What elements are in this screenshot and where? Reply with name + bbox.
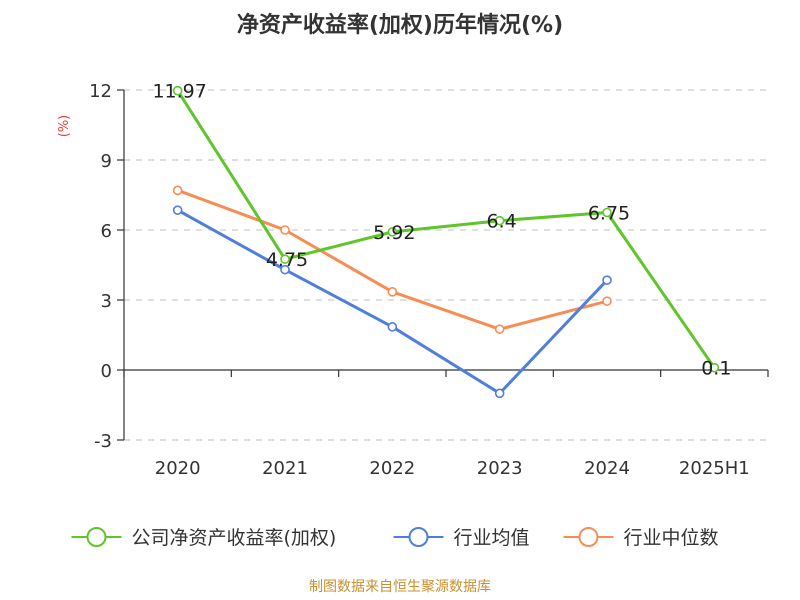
data-point	[602, 207, 612, 218]
y-tick-label: 3	[101, 291, 112, 312]
source-note: 制图数据来自恒生聚源数据库	[309, 579, 491, 595]
legend-marker	[86, 527, 107, 547]
data-point	[280, 254, 290, 264]
axes: -3 0 3 6 9 12 2020 2021 2022 2023 2024 2025H1	[89, 81, 769, 479]
legend-marker	[578, 527, 599, 547]
data-label: 5.92	[373, 222, 415, 244]
data-label: 11.97	[152, 81, 206, 103]
data-point	[387, 227, 398, 237]
data-point	[387, 322, 398, 332]
x-tick-label: 2024	[584, 458, 630, 479]
data-point	[280, 225, 290, 235]
data-point	[172, 205, 183, 215]
x-tick-label: 2022	[369, 458, 415, 479]
y-tick-label: -3	[94, 431, 112, 452]
series-line	[177, 188, 608, 331]
y-tick-label: 6	[101, 221, 112, 242]
x-tick-label: 2023	[477, 458, 523, 479]
grid-lines	[124, 89, 768, 441]
data-point	[172, 185, 183, 196]
legend-label: 行业均值	[454, 527, 530, 549]
data-point	[494, 215, 505, 226]
y-tick-label: 9	[101, 151, 112, 172]
data-point	[709, 362, 720, 373]
legend-marker	[408, 527, 429, 547]
legend-label: 行业中位数	[624, 527, 719, 549]
data-label: 0.1	[701, 358, 731, 380]
x-tick-label: 2021	[262, 458, 308, 479]
y-tick-label: 0	[101, 361, 112, 382]
data-point	[280, 264, 290, 275]
data-label: 6.4	[487, 211, 517, 233]
data-point	[494, 324, 505, 334]
data-point	[494, 388, 505, 399]
y-axis-unit: (%)	[57, 115, 72, 138]
chart-title: 净资产收益率(加权)历年情况(%)	[237, 12, 563, 38]
x-tick-label: 2025H1	[679, 458, 750, 479]
y-tick-label: 12	[89, 81, 112, 102]
legend: 公司净资产收益率(加权) 行业均值 行业中位数	[71, 527, 719, 549]
data-labels: 11.97 4.75 5.92 6.4 6.75 0.1	[152, 81, 731, 380]
x-tick-label: 2020	[155, 458, 201, 479]
data-label: 6.75	[588, 203, 630, 225]
legend-label: 公司净资产收益率(加权)	[132, 527, 337, 549]
data-label: 4.75	[266, 249, 308, 271]
data-point	[602, 275, 612, 285]
data-point	[602, 296, 612, 306]
series-line	[176, 89, 716, 369]
data-point	[172, 85, 183, 96]
series-layer	[172, 85, 720, 399]
data-point	[387, 287, 398, 297]
